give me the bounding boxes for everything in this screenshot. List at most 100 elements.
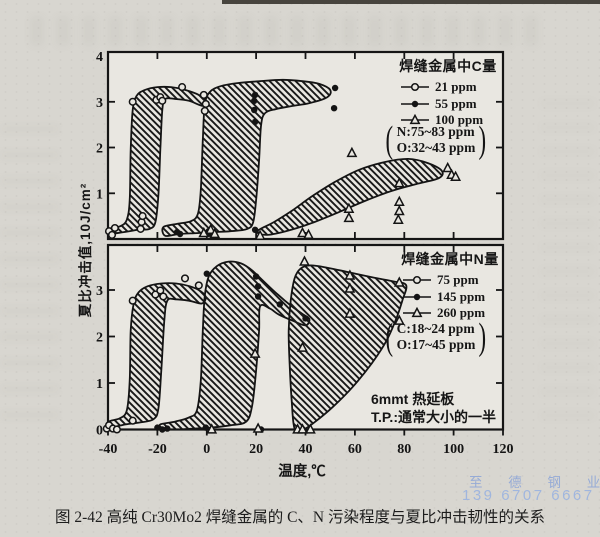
open-triangle-marker xyxy=(209,227,221,239)
open-triangle-marker xyxy=(393,176,405,188)
svg-text:-20: -20 xyxy=(148,442,167,457)
note-line: N:75~83 ppm xyxy=(396,124,475,139)
x-axis-title: 温度,℃ xyxy=(278,464,326,480)
legend-item: 145 ppm xyxy=(385,289,515,306)
page-top-edge xyxy=(222,0,600,4)
open-triangle-marker-icon xyxy=(401,114,429,125)
y-tick-labels-carbon: 4 3 2 1 xyxy=(96,50,103,202)
band-75ppm xyxy=(108,283,206,427)
open-circle-marker xyxy=(410,83,420,92)
open-circle-marker xyxy=(199,90,208,99)
open-circle-marker-icon xyxy=(403,276,431,285)
series-55ppm-points xyxy=(173,84,339,238)
filled-circle-marker xyxy=(154,424,161,431)
open-circle-marker xyxy=(180,274,190,283)
close-paren: ) xyxy=(478,118,487,161)
open-circle-marker xyxy=(158,96,167,105)
open-circle-marker xyxy=(159,292,168,301)
open-triangle-marker xyxy=(442,161,454,173)
open-triangle-marker xyxy=(254,229,266,240)
filled-circle-marker xyxy=(302,315,309,322)
specimen-note-line2: T.P.:通常大小的一半 xyxy=(371,408,496,425)
close-paren: ) xyxy=(478,315,487,358)
band-260ppm xyxy=(288,265,407,432)
svg-text:-40: -40 xyxy=(99,442,118,457)
filled-circle-marker xyxy=(254,293,262,300)
open-triangle-marker-icon xyxy=(403,307,431,318)
open-triangle-marker xyxy=(450,170,462,181)
svg-text:1: 1 xyxy=(96,377,103,392)
open-triangle-marker xyxy=(392,213,404,224)
open-circle-marker xyxy=(136,224,145,233)
open-circle-marker-icon xyxy=(401,83,429,92)
svg-text:0: 0 xyxy=(203,442,210,457)
legend-item: 75 ppm xyxy=(385,272,515,289)
legend-nitrogen: 焊缝金属中N量 75 ppm 145 ppm 260 ppm xyxy=(385,249,515,322)
legend-nitrogen-title: 焊缝金属中N量 xyxy=(401,251,499,267)
composition-note-nitrogen: ( C:18~24 ppm O:17~45 ppm ) xyxy=(383,315,489,358)
svg-text:80: 80 xyxy=(397,442,411,457)
open-triangle-marker xyxy=(303,228,314,240)
watermark-phone: 139 6707 6667 xyxy=(462,487,595,504)
note-line: O:32~43 ppm xyxy=(396,139,476,155)
series-points-carbon xyxy=(104,83,462,240)
open-circle-marker xyxy=(178,83,187,92)
legend-carbon-title: 焊缝金属中C量 xyxy=(399,58,497,74)
svg-text:3: 3 xyxy=(96,96,103,111)
series-75ppm-points xyxy=(102,274,203,434)
open-circle-marker xyxy=(128,97,137,106)
filled-circle-marker xyxy=(251,118,259,126)
open-triangle-marker xyxy=(344,269,356,280)
svg-text:100: 100 xyxy=(443,442,464,457)
band-outline-100ppm xyxy=(256,157,444,236)
filled-circle-marker xyxy=(413,293,421,300)
filled-circle-marker xyxy=(164,425,171,432)
axis-ticks-nitrogen xyxy=(107,245,504,436)
svg-text:40: 40 xyxy=(299,442,313,457)
legend-item-label: 100 ppm xyxy=(435,112,484,128)
legend-item: 55 ppm xyxy=(383,96,513,113)
open-triangle-marker xyxy=(409,114,421,125)
filled-circle-marker xyxy=(202,424,209,431)
filled-circle-marker xyxy=(252,273,260,280)
filled-circle-marker xyxy=(330,105,338,112)
svg-text:120: 120 xyxy=(493,442,514,457)
band-100ppm xyxy=(256,158,443,235)
open-triangle-marker xyxy=(299,255,310,266)
note-line: C:18~24 ppm xyxy=(396,321,475,336)
open-triangle-marker xyxy=(198,226,210,238)
open-triangle-marker xyxy=(249,347,261,358)
band-outline-260ppm xyxy=(287,264,408,433)
legend-item-label: 145 ppm xyxy=(437,288,486,304)
filled-circle-marker xyxy=(251,226,259,233)
legend-item-label: 55 ppm xyxy=(435,95,477,111)
svg-text:20: 20 xyxy=(249,442,263,457)
legend-item: 100 ppm xyxy=(383,112,513,129)
open-triangle-marker xyxy=(304,423,316,434)
legend-item: 260 ppm xyxy=(385,305,515,322)
open-circle-marker xyxy=(128,296,137,305)
open-triangle-marker xyxy=(205,223,217,234)
band-145ppm xyxy=(159,261,310,430)
filled-circle-marker xyxy=(159,426,166,433)
filled-circle-marker-icon xyxy=(403,293,431,300)
open-triangle-marker xyxy=(297,341,308,352)
y-axis-title: 夏比冲击值,10J/cm² xyxy=(78,182,93,318)
filled-circle-marker xyxy=(411,100,419,107)
y-tick-labels-nitrogen: 3 2 1 0 xyxy=(96,284,103,439)
legend-item: 21 ppm xyxy=(383,79,513,96)
open-triangle-marker xyxy=(297,226,308,238)
filled-circle-marker xyxy=(276,301,283,308)
open-circle-marker xyxy=(412,276,422,285)
open-triangle-marker xyxy=(344,282,356,293)
open-triangle-marker xyxy=(297,423,308,434)
open-triangle-marker xyxy=(346,146,358,158)
filled-circle-marker xyxy=(251,91,259,99)
svg-text:2: 2 xyxy=(96,142,103,157)
series-points-nitrogen xyxy=(102,255,405,434)
legend-carbon: 焊缝金属中C量 21 ppm 55 ppm 100 ppm xyxy=(383,56,513,129)
band-outline-55ppm xyxy=(161,78,332,237)
composition-note-carbon: ( N:75~83 ppm O:32~43 ppm ) xyxy=(383,118,489,161)
open-triangle-marker xyxy=(252,422,264,433)
open-circle-marker xyxy=(151,290,160,299)
